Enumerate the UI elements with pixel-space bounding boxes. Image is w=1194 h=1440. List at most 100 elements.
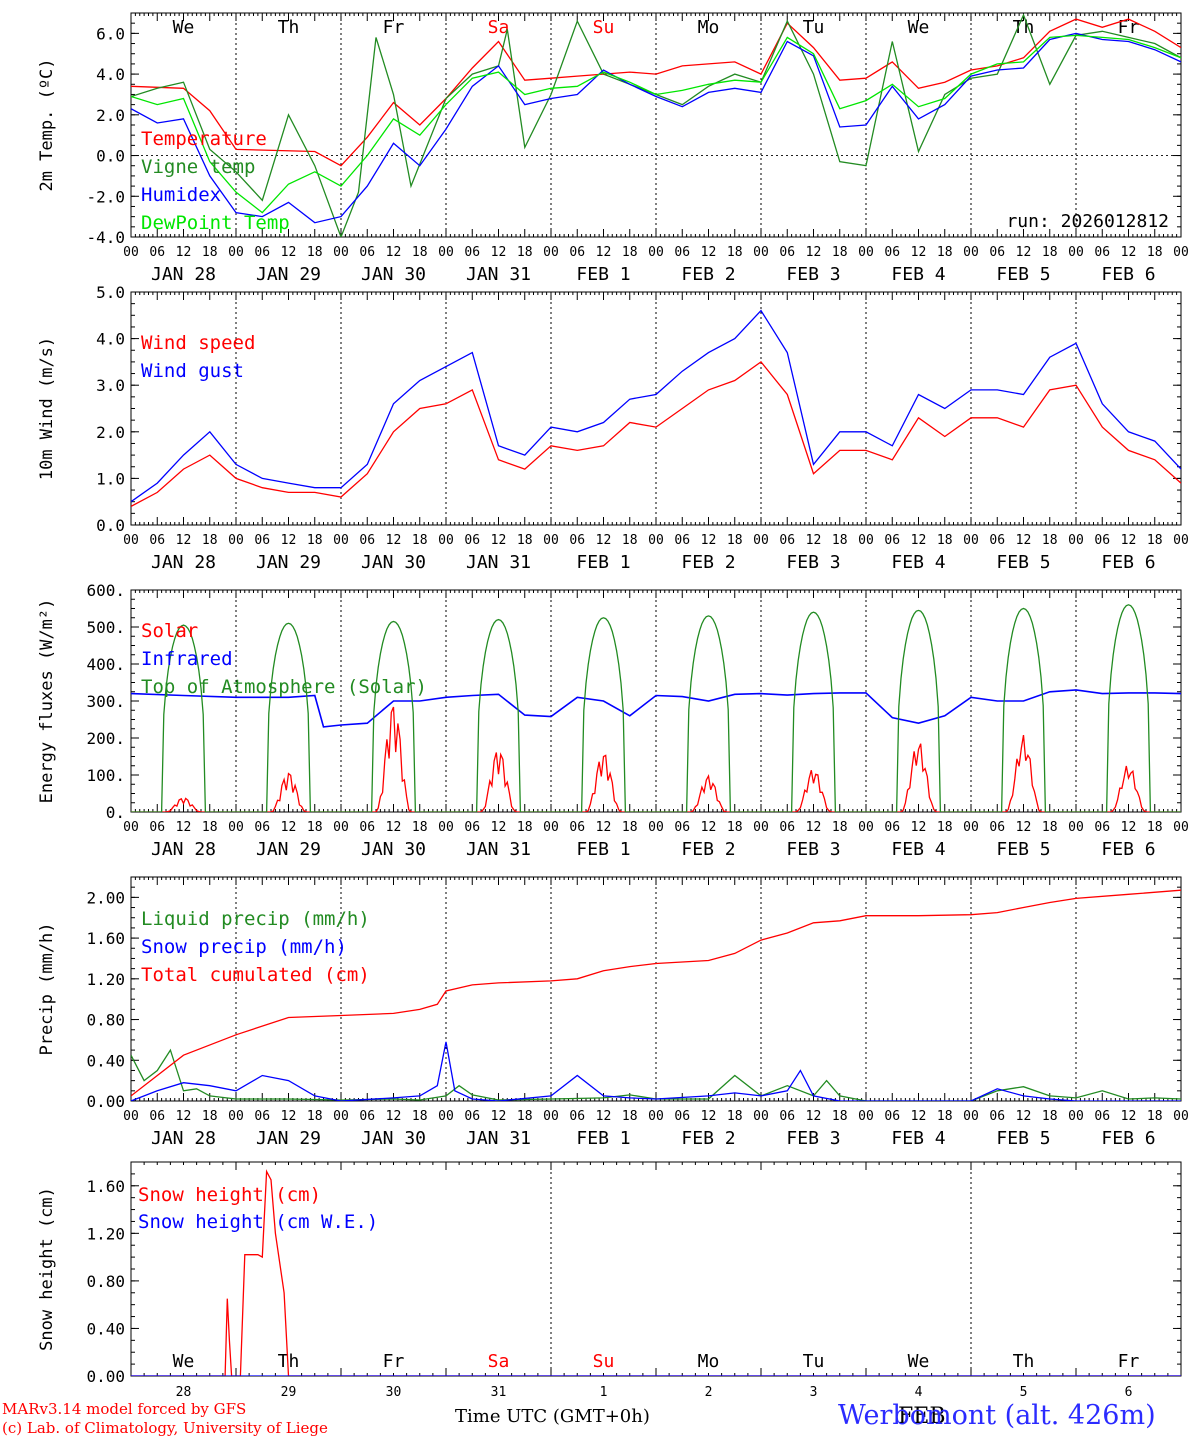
legend-entry: Solar: [141, 620, 198, 642]
hour-label: 00: [753, 533, 769, 548]
hour-label: 06: [1094, 245, 1110, 260]
hour-label: 18: [727, 533, 743, 548]
hour-label: 00: [228, 533, 244, 548]
hour-label: 18: [412, 820, 428, 835]
hour-label: 06: [254, 820, 270, 835]
hour-label: 12: [1121, 533, 1137, 548]
hour-label: 18: [727, 820, 743, 835]
y-tick-label: 2.0: [96, 423, 125, 442]
y-tick-label: 0.80: [86, 1272, 125, 1291]
hour-label: 00: [648, 245, 664, 260]
hour-label: 00: [438, 245, 454, 260]
hour-label: 06: [569, 820, 585, 835]
y-tick-label: 1.60: [86, 929, 125, 948]
hour-label: 12: [596, 533, 612, 548]
hour-label: 18: [307, 533, 323, 548]
panel-energy: 0. 100. 200. 300. 400. 500. 600. Energy fluxes …: [37, 581, 1189, 860]
date-label: JAN 31: [466, 1128, 531, 1149]
date-label: FEB 4: [891, 264, 945, 285]
legend-entry: Liquid precip (mm/h): [141, 908, 370, 930]
date-label: FEB 5: [996, 552, 1050, 573]
weekday-label: Tu: [803, 17, 825, 38]
date-label: FEB 6: [1101, 264, 1155, 285]
hour-label: 06: [674, 533, 690, 548]
hour-label: 06: [149, 1109, 165, 1124]
hour-label: 12: [176, 533, 192, 548]
date-label: FEB 5: [996, 264, 1050, 285]
y-tick-label: -4.0: [86, 228, 125, 247]
date-label: FEB 2: [681, 1128, 735, 1149]
day-number: 31: [491, 1385, 507, 1400]
hour-label: 18: [937, 245, 953, 260]
hour-label: 06: [254, 1109, 270, 1124]
y-tick-label: 0.0: [96, 147, 125, 166]
y-tick-label: -2.0: [86, 187, 125, 206]
hour-label: 12: [701, 245, 717, 260]
hour-label: 12: [1121, 245, 1137, 260]
legend-entry: Wind speed: [141, 332, 255, 354]
hour-label: 12: [1016, 533, 1032, 548]
hour-label: 12: [386, 820, 402, 835]
hour-label: 00: [1068, 1109, 1084, 1124]
hour-label: 00: [438, 533, 454, 548]
hour-label: 00: [648, 1109, 664, 1124]
y-tick-label: 6.0: [96, 24, 125, 43]
series-snow-height-cm-: [131, 1169, 1181, 1376]
hour-label: 06: [254, 245, 270, 260]
weekday-label: Mo: [698, 17, 720, 38]
hour-label: 00: [1173, 820, 1189, 835]
hour-label: 00: [543, 820, 559, 835]
date-label: JAN 28: [151, 552, 216, 573]
hour-label: 12: [911, 533, 927, 548]
legend-entry: Vigne temp: [141, 156, 255, 178]
date-label: FEB 1: [576, 264, 630, 285]
date-label: FEB 4: [891, 1128, 945, 1149]
date-label: FEB 1: [576, 839, 630, 860]
date-label: FEB 5: [996, 1128, 1050, 1149]
hour-label: 00: [333, 1109, 349, 1124]
legend-entry: Top of Atmosphere (Solar): [141, 676, 427, 698]
hour-label: 06: [359, 1109, 375, 1124]
hour-label: 00: [1173, 1109, 1189, 1124]
weekday-label: Fr: [383, 1351, 405, 1372]
hour-label: 00: [858, 820, 874, 835]
weekday-label: Sa: [488, 1351, 510, 1372]
hour-label: 00: [333, 533, 349, 548]
time-axis-title: Time UTC (GMT+0h): [455, 1406, 650, 1427]
hour-label: 06: [989, 1109, 1005, 1124]
hour-label: 12: [176, 820, 192, 835]
run-annotation: run: 2026012812: [1006, 211, 1169, 232]
hour-label: 12: [281, 533, 297, 548]
hour-label: 12: [1121, 1109, 1137, 1124]
y-tick-label: 0.00: [86, 1092, 125, 1111]
day-number: 30: [386, 1385, 402, 1400]
hour-label: 18: [1042, 820, 1058, 835]
y-axis-label: 10m Wind (m/s): [37, 337, 57, 480]
hour-label: 06: [464, 1109, 480, 1124]
date-label: JAN 29: [256, 552, 321, 573]
hour-label: 06: [674, 1109, 690, 1124]
hour-label: 12: [281, 1109, 297, 1124]
hour-label: 12: [281, 245, 297, 260]
date-label: JAN 30: [361, 1128, 426, 1149]
y-tick-label: 400.: [86, 655, 125, 674]
hour-label: 00: [123, 533, 139, 548]
date-label: FEB 2: [681, 839, 735, 860]
y-tick-label: 1.0: [96, 469, 125, 488]
y-tick-label: 200.: [86, 729, 125, 748]
y-tick-label: 0.40: [86, 1051, 125, 1070]
series-wind-gust: [131, 309, 1181, 503]
hour-label: 18: [412, 245, 428, 260]
hour-label: 06: [779, 245, 795, 260]
hour-label: 00: [333, 245, 349, 260]
hour-label: 18: [622, 533, 638, 548]
series-snow-precip-mm-h-: [131, 1041, 1181, 1101]
weekday-label: Tu: [803, 1351, 825, 1372]
hour-label: 18: [307, 1109, 323, 1124]
hour-label: 00: [228, 245, 244, 260]
hour-label: 18: [202, 1109, 218, 1124]
hour-label: 06: [1094, 533, 1110, 548]
y-tick-label: 0.00: [86, 1367, 125, 1386]
hour-label: 12: [491, 820, 507, 835]
station-name: Werbomont (alt. 426m): [838, 1400, 1156, 1431]
